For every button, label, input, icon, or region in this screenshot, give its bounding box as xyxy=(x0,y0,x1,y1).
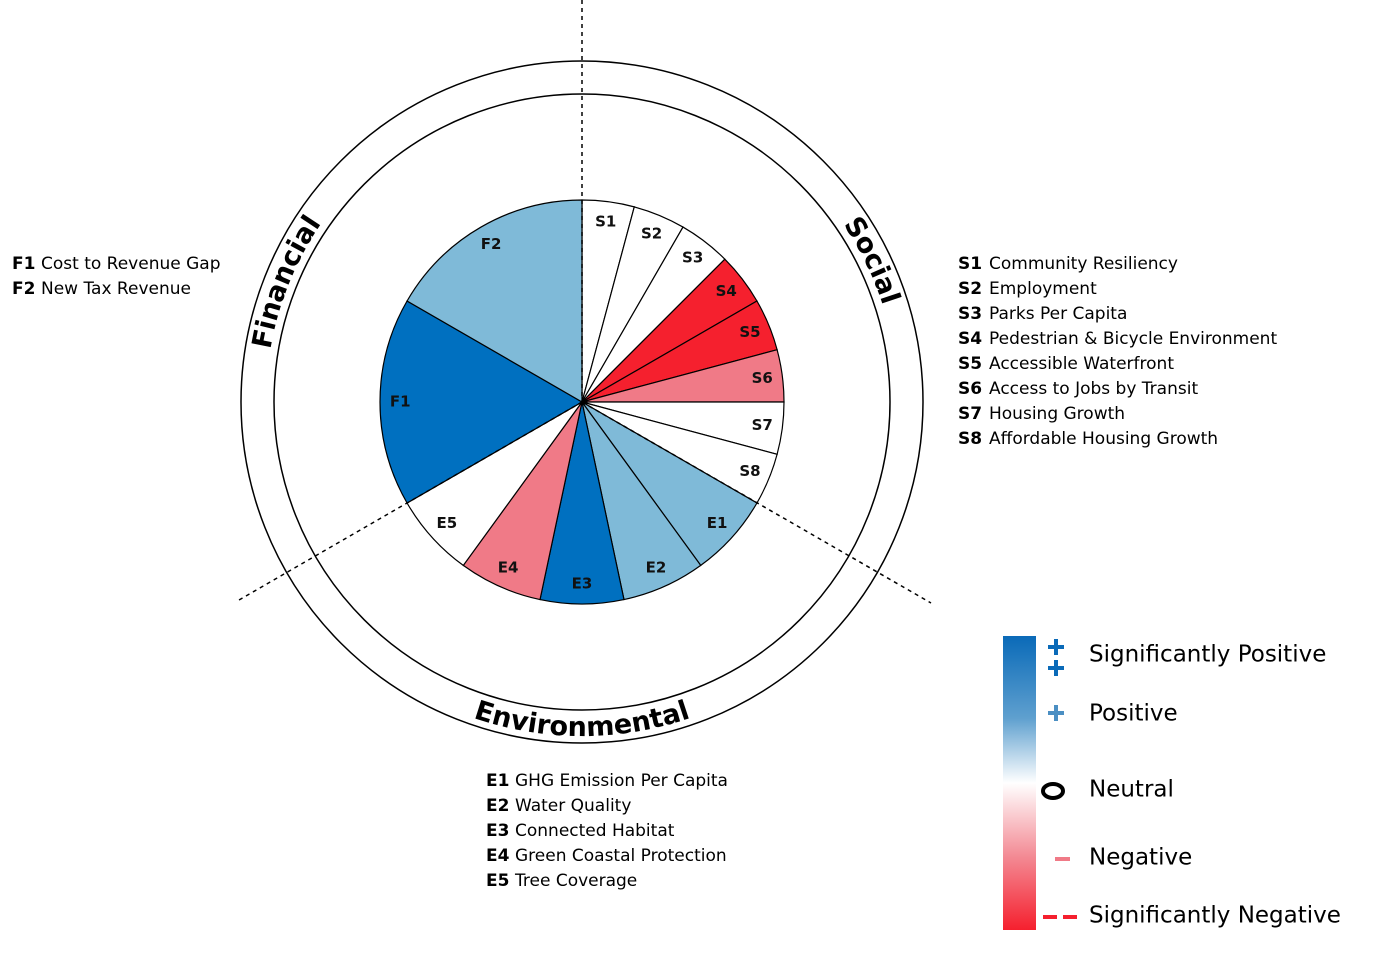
slice-label: S4 xyxy=(716,282,737,300)
list-code: E4 xyxy=(486,846,510,866)
list-code: S5 xyxy=(958,354,982,374)
list-code: S8 xyxy=(958,429,982,449)
scale-label: Neutral xyxy=(1089,777,1174,803)
slice-label: S5 xyxy=(739,323,760,341)
slice-label: E3 xyxy=(572,574,593,592)
list-code: S2 xyxy=(958,279,982,299)
list-code: E5 xyxy=(486,871,509,891)
double-minus-icon xyxy=(1043,915,1057,919)
list-name: Affordable Housing Growth xyxy=(989,429,1218,449)
list-code: S1 xyxy=(958,254,982,274)
list-name: Tree Coverage xyxy=(514,871,637,891)
list-name: GHG Emission Per Capita xyxy=(515,771,728,791)
slice-label: E1 xyxy=(707,514,728,532)
list-name: New Tax Revenue xyxy=(41,279,191,299)
slice-label: E4 xyxy=(498,559,519,577)
slice-label: E2 xyxy=(646,559,667,577)
scale-bar xyxy=(1003,636,1036,930)
slice-label: F2 xyxy=(481,235,502,253)
double-minus-icon xyxy=(1063,915,1077,919)
slice-label: S1 xyxy=(595,212,616,230)
neutral-icon xyxy=(1041,782,1065,800)
dividers xyxy=(238,0,932,604)
rings xyxy=(240,60,924,744)
section-title: Environmental xyxy=(471,695,693,743)
slice-label: S6 xyxy=(752,369,773,387)
list-code: E3 xyxy=(486,821,509,841)
list-code: F2 xyxy=(12,279,35,299)
list-code: S6 xyxy=(958,379,982,399)
list-name: Community Resiliency xyxy=(989,254,1178,274)
list-name: Employment xyxy=(989,279,1097,299)
scale-label: Significantly Positive xyxy=(1089,642,1326,668)
scale-label: Significantly Negative xyxy=(1089,903,1341,929)
list-name: Housing Growth xyxy=(989,404,1125,424)
list-name: Connected Habitat xyxy=(515,821,675,841)
list-name: Water Quality xyxy=(515,796,631,816)
slice-label: F1 xyxy=(390,393,411,411)
scale-label: Positive xyxy=(1089,701,1178,727)
list-code: S4 xyxy=(958,329,982,349)
inner-ring xyxy=(273,93,891,711)
list-name: Green Coastal Protection xyxy=(515,846,727,866)
pie: S1 S2 S3 S4 S5 S6 S7 S8 E1 E2 E3 E4 E5 F1 F2 xyxy=(379,199,785,605)
plus-icon xyxy=(1048,705,1064,721)
list-name: Pedestrian & Bicycle Environment xyxy=(989,329,1277,349)
section-lists: S1 Community Resiliency S2 Employment S3 Park… xyxy=(12,254,1277,891)
list-name: Accessible Waterfront xyxy=(989,354,1174,374)
list-name: Cost to Revenue Gap xyxy=(41,254,221,274)
list-code: E1 xyxy=(486,771,509,791)
list-code: S3 xyxy=(958,304,982,324)
list-name: Access to Jobs by Transit xyxy=(989,379,1198,399)
pie-slice xyxy=(379,300,584,504)
slice-label: S8 xyxy=(739,462,760,480)
slice-label: S7 xyxy=(752,416,773,434)
divider xyxy=(581,401,932,604)
slice-label: S3 xyxy=(682,248,703,266)
section-title: Social xyxy=(837,211,905,308)
minus-icon xyxy=(1055,857,1070,861)
section-title-text: Environmental xyxy=(471,695,693,743)
slice-label: E5 xyxy=(437,514,458,532)
section-title-text: Social xyxy=(837,211,905,308)
divider xyxy=(238,401,583,601)
outer-ring xyxy=(240,60,924,744)
slice-label: S2 xyxy=(641,225,662,243)
pie-slice xyxy=(406,199,583,404)
list-code: F1 xyxy=(12,254,35,274)
list-name: Parks Per Capita xyxy=(989,304,1127,324)
double-plus-icon xyxy=(1048,639,1064,676)
list-code: E2 xyxy=(486,796,509,816)
scale-label: Negative xyxy=(1089,845,1192,871)
rating-scale: Significantly Positive Positive Neutral Neg… xyxy=(1003,636,1341,930)
list-code: S7 xyxy=(958,404,982,424)
